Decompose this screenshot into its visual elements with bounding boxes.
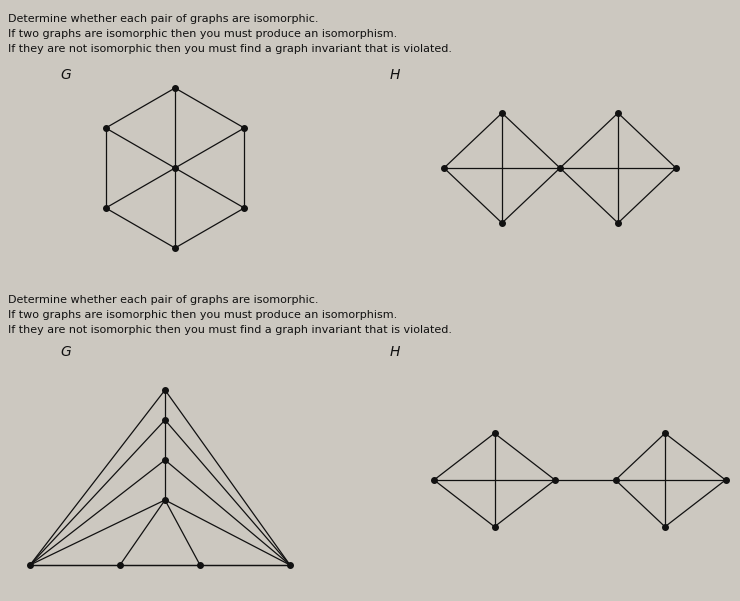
Text: Determine whether each pair of graphs are isomorphic.: Determine whether each pair of graphs ar… (8, 295, 318, 305)
Text: G: G (60, 68, 71, 82)
Text: H: H (390, 345, 400, 359)
Text: G: G (60, 345, 71, 359)
Text: If they are not isomorphic then you must find a graph invariant that is violated: If they are not isomorphic then you must… (8, 325, 452, 335)
Text: H: H (390, 68, 400, 82)
Text: If they are not isomorphic then you must find a graph invariant that is violated: If they are not isomorphic then you must… (8, 44, 452, 54)
Text: If two graphs are isomorphic then you must produce an isomorphism.: If two graphs are isomorphic then you mu… (8, 29, 397, 39)
Text: If two graphs are isomorphic then you must produce an isomorphism.: If two graphs are isomorphic then you mu… (8, 310, 397, 320)
Text: Determine whether each pair of graphs are isomorphic.: Determine whether each pair of graphs ar… (8, 14, 318, 24)
